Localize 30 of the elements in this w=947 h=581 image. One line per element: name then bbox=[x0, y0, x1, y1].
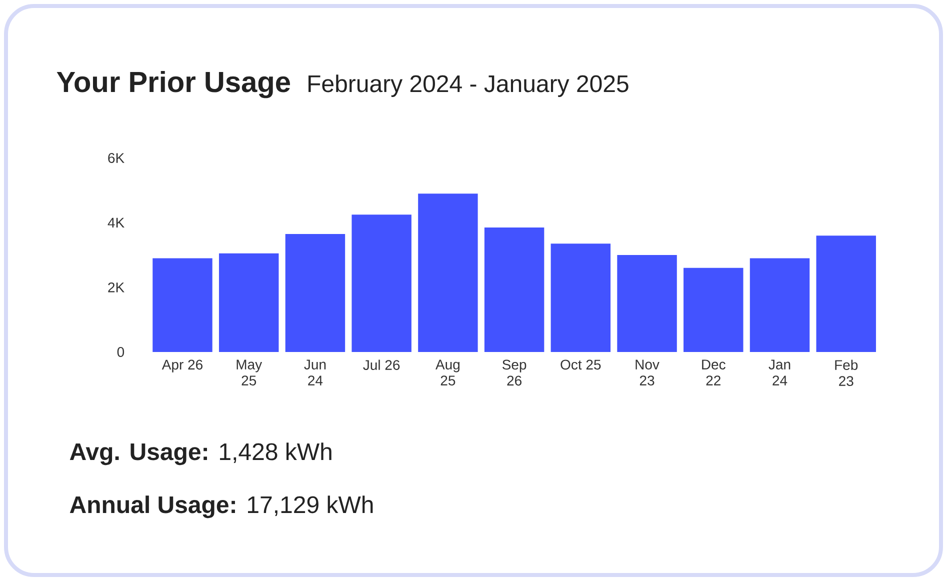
bar bbox=[152, 258, 212, 352]
bar bbox=[750, 258, 810, 352]
x-tick-label: Aug 25 bbox=[436, 360, 460, 386]
bar bbox=[418, 194, 478, 352]
x-tick-label: Jun 24 bbox=[304, 360, 326, 386]
bar bbox=[218, 253, 279, 352]
x-tick-label: Jul 26 bbox=[363, 360, 400, 370]
y-tick-label: 4K bbox=[108, 218, 124, 228]
x-tick-label: Nov 23 bbox=[636, 360, 660, 386]
bar bbox=[352, 214, 412, 352]
x-tick-label: Oct 25 bbox=[560, 360, 601, 370]
y-tick-label: 6K bbox=[108, 153, 124, 163]
x-tick-label: Feb 23 bbox=[835, 360, 858, 386]
x-tick-label: May 25 bbox=[236, 360, 262, 386]
bar bbox=[816, 236, 876, 352]
x-tick-label: Sep 26 bbox=[502, 360, 526, 386]
y-tick-label: 2K bbox=[108, 282, 124, 292]
y-tick-label: 0 bbox=[117, 347, 124, 357]
text: Annual Usage: 17,129 kWh bbox=[70, 496, 373, 518]
x-tick-label: Dec 22 bbox=[702, 360, 726, 386]
text: Avg. Usage: 1,428 kWh bbox=[70, 442, 332, 466]
bar bbox=[550, 244, 611, 352]
x-tick-label: Jan 24 bbox=[768, 360, 790, 386]
bar bbox=[484, 228, 544, 352]
bar bbox=[617, 254, 677, 352]
chart-subtitle: February 2024 - January 2025 bbox=[308, 74, 628, 97]
bar bbox=[684, 268, 744, 352]
bar bbox=[285, 234, 346, 352]
x-tick-label: Apr 26 bbox=[162, 360, 202, 372]
chart-title: Your Prior Usage bbox=[56, 70, 290, 98]
